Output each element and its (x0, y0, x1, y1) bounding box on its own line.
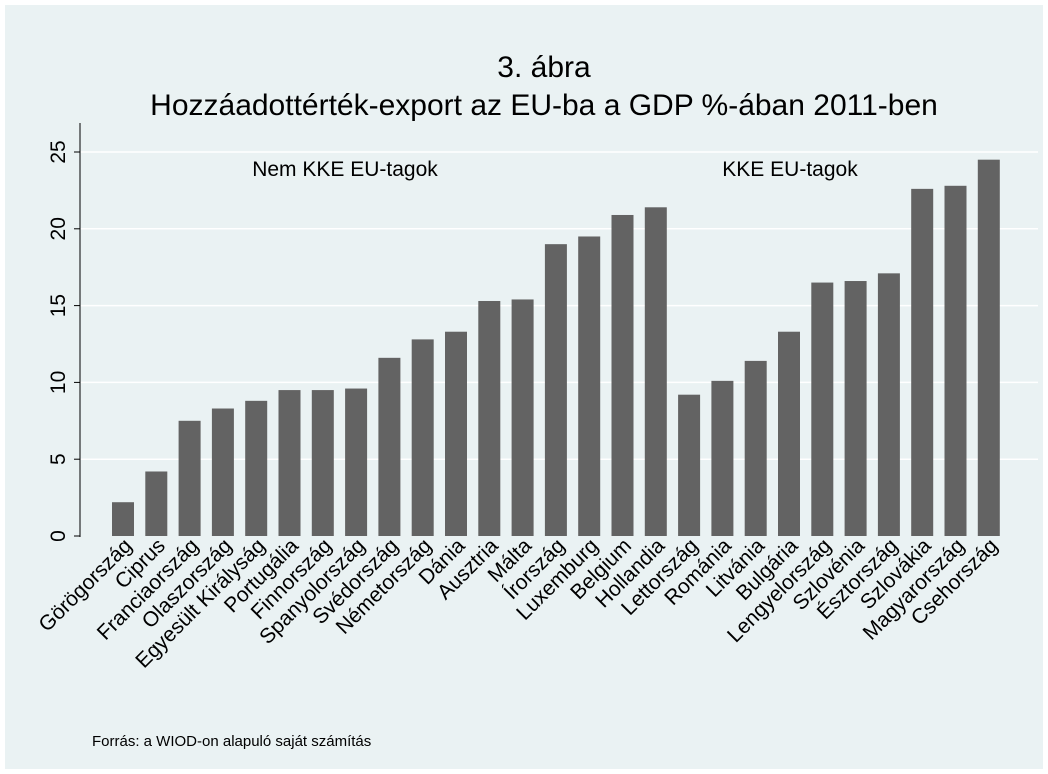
bar-19 (744, 360, 767, 536)
chart-title: 3. ábra (497, 51, 591, 84)
bar-15 (611, 214, 634, 536)
bar-25 (944, 185, 967, 537)
chart-frame: 3. ábra Hozzáadottérték-export az EU-ba … (5, 5, 1043, 769)
y-tick-label: 20 (47, 217, 70, 240)
bar-14 (578, 236, 601, 537)
y-tick-label: 5 (47, 453, 70, 465)
bar-9 (411, 339, 434, 536)
bar-chart: 3. ábra Hozzáadottérték-export az EU-ba … (34, 51, 1038, 750)
bar-1 (145, 471, 168, 536)
bar-24 (911, 188, 934, 536)
bar-16 (644, 207, 667, 536)
chart-subtitle: Hozzáadottérték-export az EU-ba a GDP %-… (150, 89, 938, 122)
bar-23 (877, 273, 900, 536)
bar-4 (245, 400, 268, 536)
bar-6 (311, 390, 334, 536)
bar-3 (211, 408, 234, 536)
y-tick-label: 25 (47, 140, 70, 163)
y-tick-label: 10 (47, 371, 70, 394)
bar-13 (544, 244, 567, 536)
bar-17 (678, 394, 701, 536)
bar-21 (811, 282, 834, 536)
annotation-cee: KKE EU-tagok (722, 158, 858, 181)
source-note: Forrás: a WIOD-on alapuló saját számítás (92, 733, 371, 750)
bar-8 (378, 357, 401, 536)
annotation-non-cee: Nem KKE EU-tagok (252, 158, 438, 181)
bars (112, 159, 1000, 537)
bar-5 (278, 390, 301, 536)
y-tick-label: 0 (47, 530, 70, 542)
bar-10 (445, 331, 467, 536)
bar-2 (178, 420, 201, 536)
bar-7 (345, 388, 368, 536)
x-axis-ticks: GörögországCiprusFranciaországOlaszorszá… (34, 534, 1002, 673)
bar-0 (112, 502, 134, 536)
bar-18 (711, 380, 734, 536)
bar-11 (478, 300, 501, 536)
bar-12 (511, 299, 534, 536)
y-tick-label: 15 (47, 294, 70, 317)
bar-20 (778, 331, 800, 536)
bar-26 (977, 159, 1000, 536)
y-axis-ticks: 0 5 10 15 20 25 (47, 140, 80, 542)
bar-22 (844, 281, 867, 536)
